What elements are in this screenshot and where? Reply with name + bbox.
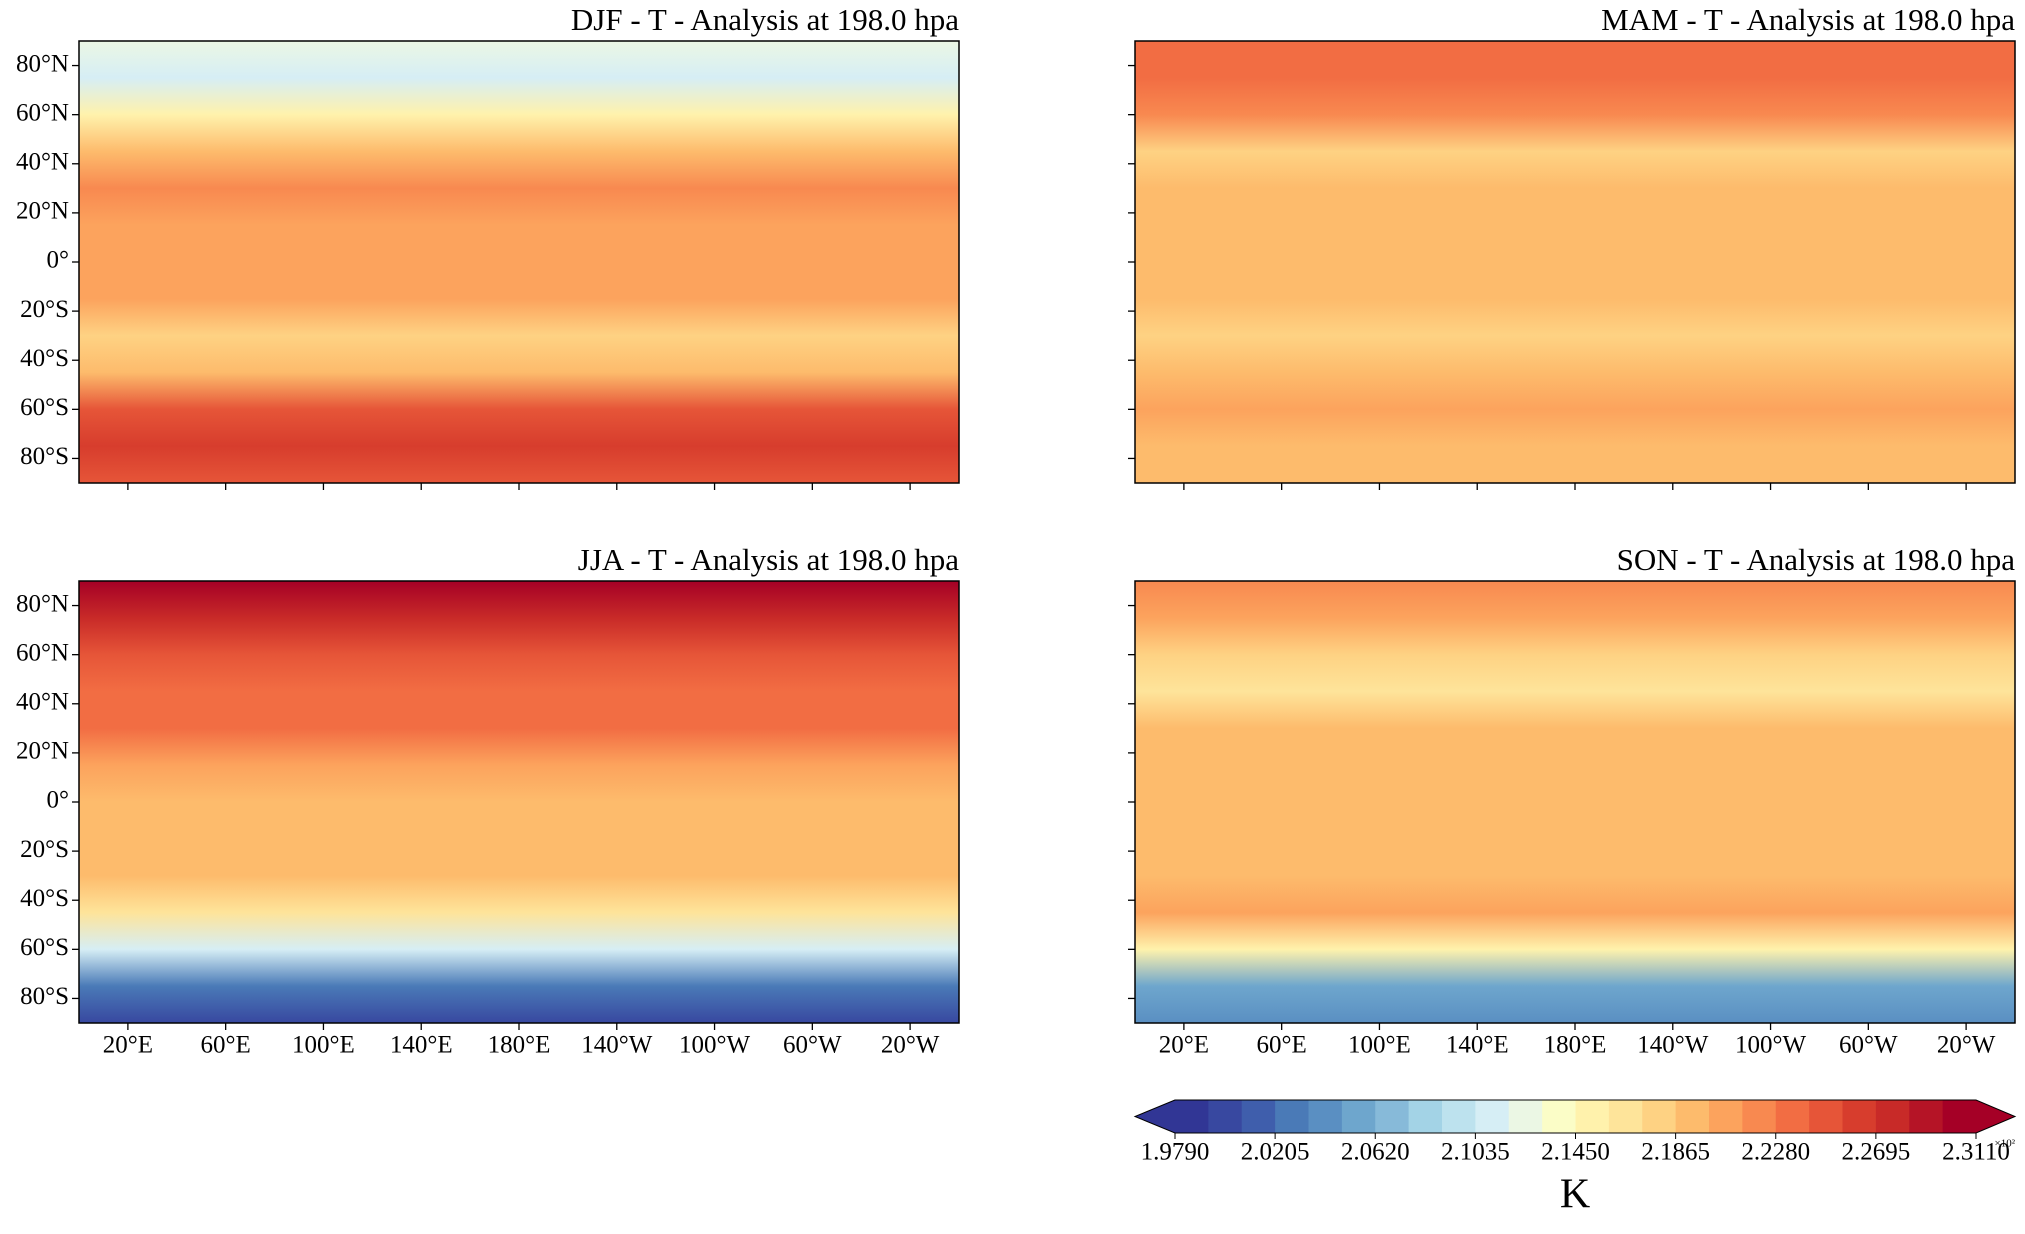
lat-tick-label: 20°N: [16, 198, 69, 225]
lat-tick-label: 40°N: [16, 149, 69, 176]
colorbar-block: [1909, 1100, 1944, 1133]
colorbar-block: [1875, 1100, 1910, 1133]
lon-tick-label: 20°W: [1937, 1032, 1996, 1059]
lat-tick-label: 40°S: [20, 345, 69, 372]
temperature-field: [79, 581, 959, 1023]
lat-tick-label: 20°S: [20, 296, 69, 323]
temperature-field: [79, 41, 959, 483]
lon-tick-label: 60°E: [1257, 1032, 1307, 1059]
temperature-field: [1135, 41, 2015, 483]
lon-tick-label: 140°W: [1637, 1032, 1708, 1059]
colorbar-block: [1709, 1100, 1743, 1133]
lat-tick-label: 80°S: [20, 443, 69, 470]
colorbar-block: [1175, 1100, 1209, 1133]
lon-tick-label: 60°W: [783, 1032, 842, 1059]
lon-tick-label: 180°E: [488, 1032, 551, 1059]
colorbar-block: [1809, 1100, 1843, 1133]
lat-tick-label: 60°N: [16, 639, 69, 666]
lat-tick-label: 60°S: [20, 934, 69, 961]
lat-tick-label: 60°S: [20, 394, 69, 421]
colorbar-multiplier: ×10²: [1994, 1138, 2015, 1150]
lon-tick-label: 60°W: [1839, 1032, 1898, 1059]
lat-tick-label: 80°N: [16, 590, 69, 617]
panel-title: DJF - T - Analysis at 198.0 hpa: [571, 2, 959, 37]
lon-tick-label: 20°W: [881, 1032, 940, 1059]
colorbar-block: [1608, 1100, 1643, 1133]
lat-tick-label: 80°N: [16, 50, 69, 77]
lon-tick-label: 100°E: [1348, 1032, 1411, 1059]
lon-tick-label: 60°E: [201, 1032, 251, 1059]
colorbar-block: [1375, 1100, 1410, 1133]
colorbar-block: [1775, 1100, 1810, 1133]
panel-title: MAM - T - Analysis at 198.0 hpa: [1601, 2, 2015, 37]
lon-tick-label: 20°E: [1159, 1032, 1209, 1059]
panel-title: SON - T - Analysis at 198.0 hpa: [1617, 542, 2016, 577]
temperature-field: [1135, 581, 2015, 1023]
lat-tick-label: 0°: [47, 247, 70, 274]
lat-tick-label: 60°N: [16, 99, 69, 126]
lon-tick-label: 100°W: [679, 1032, 750, 1059]
lat-tick-label: 20°N: [16, 738, 69, 765]
colorbar-block: [1442, 1100, 1476, 1133]
colorbar-block: [1241, 1100, 1276, 1133]
lon-tick-label: 100°E: [292, 1032, 355, 1059]
colorbar-extend-high: [1976, 1100, 2015, 1133]
lat-tick-label: 40°N: [16, 689, 69, 716]
lon-tick-label: 20°E: [103, 1032, 153, 1059]
lat-tick-label: 0°: [47, 787, 70, 814]
lat-tick-label: 80°S: [20, 983, 69, 1010]
lon-tick-label: 140°E: [1446, 1032, 1509, 1059]
colorbar-block: [1475, 1100, 1510, 1133]
colorbar-block: [1275, 1100, 1309, 1133]
colorbar-block: [1575, 1100, 1610, 1133]
lon-tick-label: 100°W: [1735, 1032, 1806, 1059]
colorbar-tick-label: 2.3110: [1942, 1139, 2010, 1166]
lon-tick-label: 140°W: [581, 1032, 652, 1059]
colorbar-block: [1408, 1100, 1443, 1133]
colorbar-tick-label: 2.2695: [1842, 1139, 1911, 1166]
colorbar-tick-label: 1.9790: [1141, 1139, 1210, 1166]
colorbar-block: [1542, 1100, 1576, 1133]
colorbar-block: [1842, 1100, 1877, 1133]
colorbar-block: [1341, 1100, 1376, 1133]
colorbar-block: [1742, 1100, 1777, 1133]
colorbar-block: [1942, 1100, 1977, 1133]
colorbar-extend-low: [1135, 1100, 1175, 1133]
colorbar-tick-label: 2.0205: [1241, 1139, 1310, 1166]
lat-tick-label: 20°S: [20, 836, 69, 863]
lon-tick-label: 140°E: [390, 1032, 453, 1059]
lon-tick-label: 180°E: [1544, 1032, 1607, 1059]
colorbar-block: [1208, 1100, 1243, 1133]
colorbar-tick-label: 2.1035: [1441, 1139, 1510, 1166]
colorbar-block: [1642, 1100, 1677, 1133]
colorbar-tick-label: 2.1450: [1541, 1139, 1610, 1166]
colorbar-block: [1675, 1100, 1710, 1133]
colorbar-tick-label: 2.1865: [1641, 1139, 1710, 1166]
colorbar-block: [1308, 1100, 1343, 1133]
colorbar-tick-label: 2.2280: [1741, 1139, 1810, 1166]
lat-tick-label: 40°S: [20, 885, 69, 912]
panel-title: JJA - T - Analysis at 198.0 hpa: [578, 542, 959, 577]
colorbar-tick-label: 2.0620: [1341, 1139, 1410, 1166]
colorbar-block: [1508, 1100, 1543, 1133]
colorbar-label: K: [1560, 1172, 1590, 1218]
